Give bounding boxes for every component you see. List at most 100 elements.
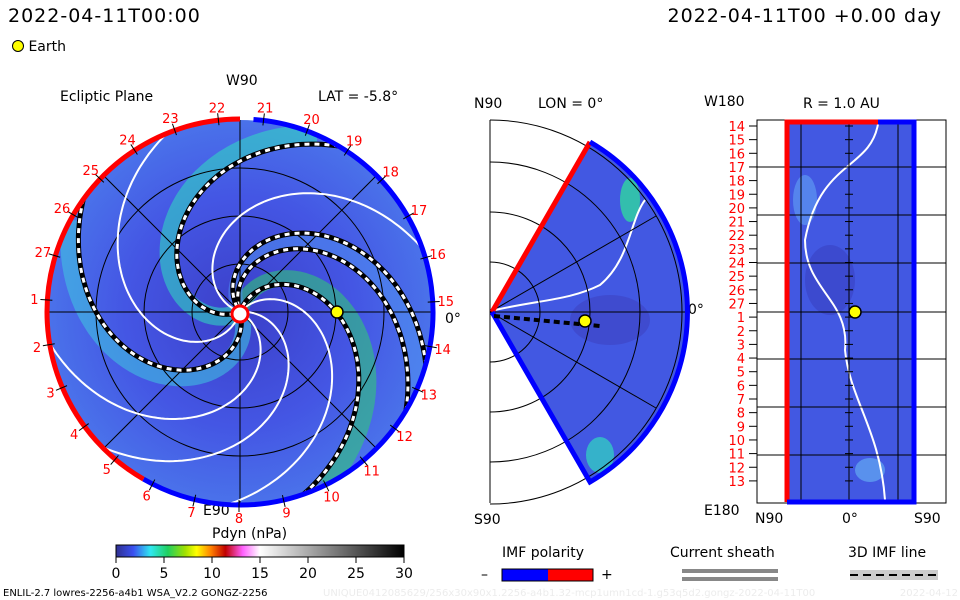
- radial-y-label: 27: [728, 297, 745, 312]
- colorbar-tick-label: 0: [112, 566, 121, 582]
- day-tick: [323, 480, 330, 492]
- radial-y-label: 8: [737, 407, 745, 422]
- ecliptic-lat-label: LAT = -5.8°: [318, 89, 399, 105]
- day-label: 8: [235, 512, 243, 527]
- day-label: 16: [429, 248, 446, 263]
- radial-y-label: 21: [728, 216, 745, 231]
- day-label: 27: [35, 246, 52, 261]
- radial-y-label: 17: [728, 161, 745, 176]
- day-label: 1: [30, 293, 38, 308]
- day-label: 15: [437, 295, 454, 310]
- day-tick: [192, 494, 197, 507]
- ecliptic-panel: 2120191817161514131211109876543212726252…: [30, 101, 454, 527]
- current-sheath-title: Current sheath: [670, 545, 775, 561]
- day-label: 21: [257, 102, 274, 117]
- imf-line-white: [211, 192, 425, 311]
- radial-y-label: 19: [728, 188, 745, 203]
- day-tick: [281, 495, 286, 507]
- day-tick: [304, 124, 310, 136]
- day-tick: [40, 298, 53, 301]
- ecliptic-title: Ecliptic Plane: [60, 89, 154, 105]
- colorbar-title: Pdyn (nPa): [212, 526, 288, 542]
- meridional-lon-label: LON = 0°: [538, 96, 604, 112]
- radial-y-label: 16: [728, 147, 745, 162]
- meridional-positive-edge: [489, 140, 593, 314]
- earth-marker-meridional: [578, 314, 592, 328]
- carrington-day-labels: 2120191817161514131211109876543212726252…: [30, 101, 454, 527]
- day-label: 5: [103, 463, 111, 478]
- imf-swatch-border: [501, 568, 594, 582]
- radial-y-label: 1: [737, 311, 745, 326]
- radial-y-label: 9: [737, 420, 745, 435]
- radial-y-label: 2: [737, 325, 745, 340]
- radial-positive-edge: [784, 119, 878, 502]
- day-label: 2: [33, 341, 41, 356]
- radial-x-label-n90: N90: [755, 511, 784, 527]
- current-sheath-line-1: [682, 569, 778, 573]
- radial-y-label: 3: [737, 338, 745, 353]
- radial-y-label: 13: [728, 475, 745, 490]
- day-label: 12: [396, 430, 413, 445]
- right-datetime: 2022-04-11T00 +0.00 day: [667, 5, 942, 27]
- radial-y-label: 26: [728, 284, 745, 299]
- radial-y-label: 25: [728, 270, 745, 285]
- day-tick: [359, 456, 369, 467]
- day-tick: [130, 144, 138, 155]
- day-label: 10: [323, 491, 340, 506]
- positive-polarity-boundary: [44, 116, 241, 482]
- imf-line-title: 3D IMF line: [848, 545, 927, 561]
- earth-marker-ecliptic: [330, 305, 344, 319]
- radial-top-label: W180: [704, 94, 745, 110]
- day-label: 13: [420, 389, 437, 404]
- day-tick: [66, 210, 78, 218]
- radial-y-label: 4: [737, 352, 745, 367]
- day-label: 26: [54, 202, 71, 217]
- ecliptic-zero-label: 0°: [445, 311, 461, 327]
- day-tick: [403, 212, 415, 220]
- day-tick: [217, 113, 220, 126]
- earth-legend-label: Earth: [28, 39, 66, 55]
- sun-icon: [230, 304, 250, 324]
- day-tick: [171, 123, 177, 136]
- radial-y-label: 7: [737, 393, 745, 408]
- imf-positive-swatch: [548, 569, 593, 581]
- density-patch: [855, 458, 885, 482]
- day-label: 4: [70, 428, 78, 443]
- day-tick: [389, 424, 401, 433]
- day-tick: [412, 386, 424, 393]
- meridional-n-label: N90: [474, 96, 503, 112]
- meridional-s-label: S90: [474, 512, 501, 528]
- earth-legend: Earth: [12, 39, 66, 55]
- colorbar-ticks: 0 5 10 15 20 25 30: [112, 557, 413, 582]
- radial-y-label: 15: [728, 134, 745, 149]
- imf-line-3d-dash: [236, 247, 410, 414]
- radial-y-label: 22: [728, 229, 745, 244]
- colorbar-tick-label: 25: [347, 566, 365, 582]
- day-tick: [148, 479, 156, 491]
- day-label: 18: [382, 165, 399, 180]
- density-patch: [620, 178, 640, 222]
- radial-y-label: 5: [737, 366, 745, 381]
- imf-polarity-title: IMF polarity: [502, 545, 585, 561]
- day-label: 3: [46, 387, 54, 402]
- colorbar-tick-label: 30: [395, 566, 413, 582]
- day-label: 19: [346, 135, 363, 150]
- radial-bottom-label: E180: [704, 503, 740, 519]
- earth-marker-icon: [12, 40, 24, 52]
- density-patch: [793, 175, 817, 225]
- imf-line-3d-dash: [241, 282, 361, 497]
- day-tick: [55, 385, 68, 391]
- density-band: [234, 270, 377, 491]
- run-date: 2022-04-12: [899, 588, 958, 599]
- negative-polarity-boundary: [142, 116, 436, 508]
- colorbar: [115, 544, 405, 558]
- density-band: [60, 219, 252, 387]
- day-label: 22: [209, 101, 226, 116]
- day-label: 17: [411, 204, 428, 219]
- day-tick: [424, 345, 437, 349]
- day-label: 6: [142, 490, 150, 505]
- day-label: 23: [162, 112, 179, 127]
- model-info: ENLIL-2.7 lowres-2256-a4b1 WSA_V2.2 GONG…: [3, 588, 268, 599]
- density-patch: [805, 245, 855, 315]
